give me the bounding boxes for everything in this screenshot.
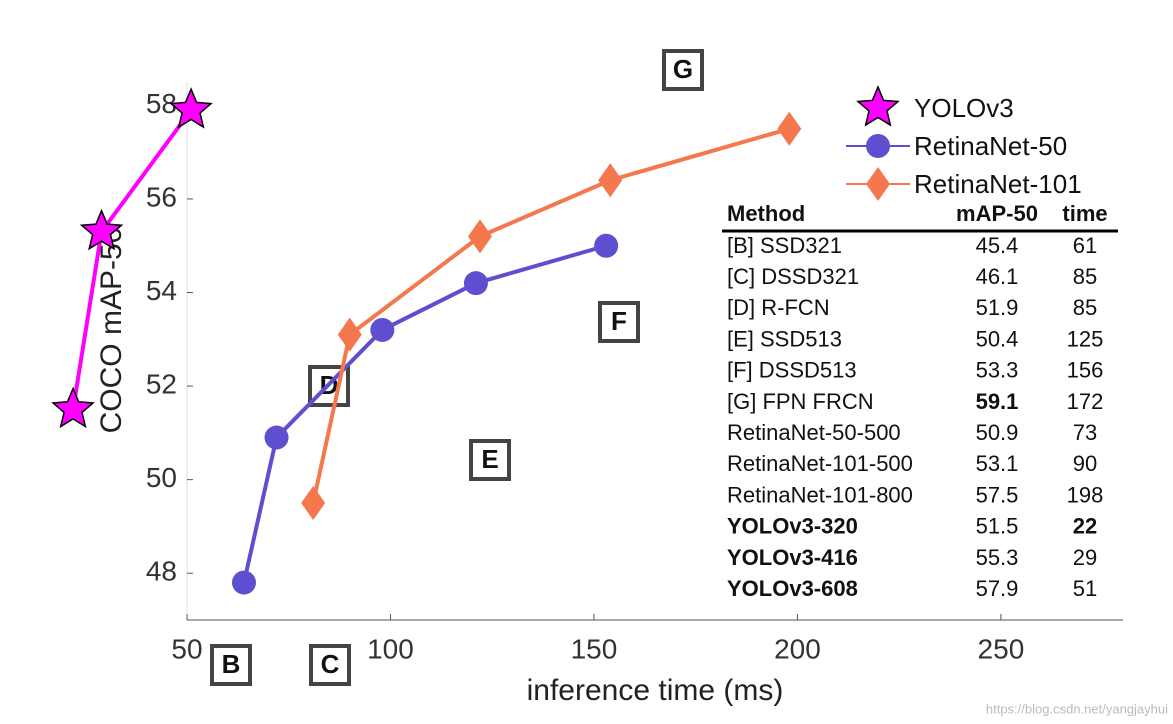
diamond-marker (337, 317, 362, 352)
y-tick-label: 54 (146, 275, 177, 306)
diamond-marker (468, 219, 493, 254)
x-axis-label: inference time (ms) (527, 674, 784, 707)
annotation-box (662, 49, 704, 91)
annotation-box (598, 301, 640, 343)
table-cell: 90 (1073, 451, 1097, 476)
circle-marker (594, 233, 619, 258)
table-cell: [F] DSSD513 (727, 358, 857, 383)
table-header: time (1062, 201, 1107, 226)
legend-label: RetinaNet-101 (914, 169, 1082, 199)
table-cell: 57.5 (976, 482, 1019, 507)
star-marker (79, 208, 124, 251)
table-cell: 125 (1067, 326, 1104, 351)
table-cell: 22 (1073, 514, 1097, 539)
x-tick-label: 50 (171, 633, 202, 664)
series-line (242, 243, 607, 584)
table-cell: RetinaNet-101-800 (727, 482, 913, 507)
legend-label: YOLOv3 (914, 93, 1014, 123)
y-tick-label: 56 (146, 181, 177, 212)
series-line (311, 126, 790, 504)
y-axis-label: COCO mAP-50 (95, 227, 128, 434)
table-cell: 51.9 (976, 295, 1019, 320)
y-tick-label: 52 (146, 368, 177, 399)
circle-marker (231, 570, 256, 595)
table-header: mAP-50 (956, 201, 1038, 226)
circle-marker (463, 271, 488, 296)
table-cell: 156 (1067, 358, 1104, 383)
annotation-box (210, 644, 252, 686)
y-tick-label: 48 (146, 556, 177, 587)
legend-label: RetinaNet-50 (914, 131, 1067, 161)
table-cell: [C] DSSD321 (727, 264, 859, 289)
table-cell: YOLOv3-416 (727, 545, 858, 570)
table-cell: 73 (1073, 420, 1097, 445)
table-cell: 50.9 (976, 420, 1019, 445)
table-cell: 55.3 (976, 545, 1019, 570)
table-cell: 29 (1073, 545, 1097, 570)
table-cell: 85 (1073, 264, 1097, 289)
table-cell: 198 (1067, 482, 1104, 507)
table-cell: YOLOv3-320 (727, 514, 858, 539)
circle-marker (264, 425, 289, 450)
annotation: F (611, 306, 627, 336)
annotation-box (308, 365, 350, 407)
table-cell: [B] SSD321 (727, 233, 842, 258)
table-cell: 85 (1073, 295, 1097, 320)
circle-marker (866, 134, 890, 158)
table-cell: YOLOv3-608 (727, 576, 858, 601)
annotation: B (222, 649, 241, 679)
star-marker (856, 85, 900, 127)
x-tick-label: 150 (571, 633, 618, 664)
table-cell: [E] SSD513 (727, 326, 842, 351)
table-cell: RetinaNet-50-500 (727, 420, 901, 445)
diamond-marker (598, 163, 623, 198)
x-tick-label: 200 (774, 633, 821, 664)
table-cell: 61 (1073, 233, 1097, 258)
table-cell: 51.5 (976, 514, 1019, 539)
x-tick-label: 250 (978, 633, 1025, 664)
table-header: Method (727, 201, 805, 226)
table-cell: 51 (1073, 576, 1097, 601)
annotation: C (321, 649, 340, 679)
table-cell: 50.4 (976, 326, 1019, 351)
watermark: https://blog.csdn.net/yangjayhui (986, 701, 1168, 716)
annotation-box (469, 439, 511, 481)
table-cell: 46.1 (976, 264, 1019, 289)
table-cell: 45.4 (976, 233, 1019, 258)
table-cell: [G] FPN FRCN (727, 389, 874, 414)
circle-marker (370, 317, 395, 342)
table-cell: 172 (1067, 389, 1104, 414)
y-tick-label: 50 (146, 462, 177, 493)
table-cell: RetinaNet-101-500 (727, 451, 913, 476)
table-cell: 59.1 (976, 389, 1019, 414)
star-marker (169, 87, 213, 129)
table-cell: [D] R-FCN (727, 295, 830, 320)
series-line (71, 108, 193, 410)
diamond-marker (301, 486, 326, 521)
table-cell: 57.9 (976, 576, 1019, 601)
table-cell: 53.1 (976, 451, 1019, 476)
x-tick-label: 100 (367, 633, 414, 664)
diamond-marker (777, 111, 802, 146)
annotation: G (673, 54, 693, 84)
diamond-marker (866, 167, 890, 201)
table-cell: 53.3 (976, 358, 1019, 383)
star-marker (51, 386, 95, 429)
annotation-box (309, 644, 351, 686)
annotation: E (481, 444, 498, 474)
